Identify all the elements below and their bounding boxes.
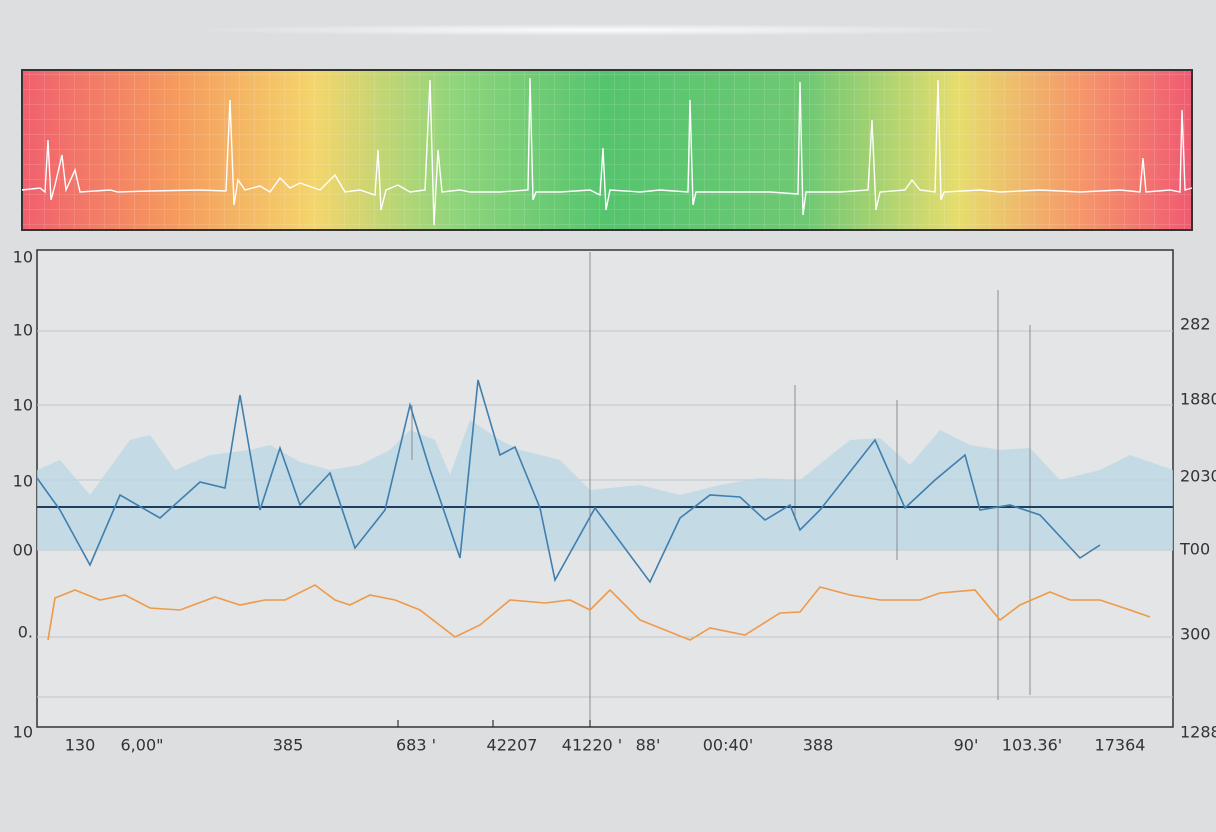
right-label: 1880	[1180, 390, 1216, 409]
x-label: 6,00"	[121, 736, 164, 755]
x-label: 00:40'	[703, 736, 754, 755]
x-label: 41220 '	[562, 736, 622, 755]
x-label: 88'	[636, 736, 661, 755]
x-label: 683 '	[396, 736, 436, 755]
left-label: 10	[13, 723, 33, 742]
right-label: 300	[1180, 625, 1211, 644]
orange-line	[47, 584, 1151, 641]
x-label: 17364	[1095, 736, 1146, 755]
x-label: 103.36'	[1002, 736, 1062, 755]
main-chart	[36, 249, 1174, 728]
right-label: T00	[1179, 540, 1210, 559]
x-label: 388	[803, 736, 834, 755]
left-label: 10	[13, 321, 33, 340]
top-glow	[180, 24, 1020, 36]
heat-strip	[21, 69, 1193, 231]
x-axis: 130 6,00" 385 683 ' 42207 41220 ' 88' 00…	[65, 736, 1146, 755]
right-axis: 282 1880 2030 T00 300 1288	[1179, 315, 1216, 742]
left-label: 10	[13, 396, 33, 415]
x-label: 90'	[954, 736, 979, 755]
markers	[411, 252, 1031, 725]
x-label: 130	[65, 736, 96, 755]
right-label: 2030	[1180, 467, 1216, 486]
x-label: 385	[273, 736, 304, 755]
blue-area	[37, 420, 1173, 550]
left-axis: 10 10 10 10 00 0. 10	[13, 248, 33, 742]
left-label: 10	[13, 472, 33, 491]
x-label: 42207	[487, 736, 538, 755]
right-label: 1288	[1180, 723, 1216, 742]
ecg-trace	[21, 77, 1193, 226]
left-label: 10	[13, 248, 33, 267]
left-label: 00	[13, 541, 33, 560]
right-label: 282	[1180, 315, 1211, 334]
blue-line	[36, 379, 1101, 584]
x-ticks	[397, 720, 591, 727]
left-label: 0.	[18, 623, 33, 642]
